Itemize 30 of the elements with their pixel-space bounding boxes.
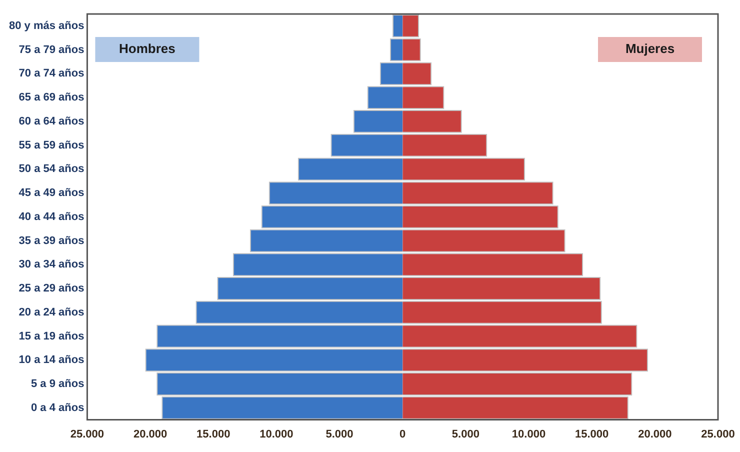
x-tick-label: 15.000 (575, 428, 609, 440)
y-tick-label: 20 a 24 años (18, 306, 84, 318)
y-tick-label: 30 a 34 años (18, 258, 84, 271)
x-tick-label: 20.000 (133, 428, 168, 440)
x-tick-label: 15.000 (196, 428, 230, 440)
y-tick-label: 35 a 39 años (18, 234, 84, 247)
y-tick-label: 5 a 9 años (31, 378, 84, 390)
x-tick-label: 20.000 (638, 428, 672, 440)
y-tick-label: 25 a 29 años (18, 282, 84, 295)
y-tick-label: 55 a 59 años (18, 139, 84, 152)
x-tick-label: 10.000 (260, 428, 294, 440)
x-tick-label: 5.000 (326, 428, 354, 440)
y-tick-label: 60 a 64 años (18, 115, 84, 128)
y-tick-label: 10 a 14 años (18, 354, 84, 366)
x-tick-label: 10.000 (512, 428, 546, 440)
y-tick-label: 0 a 4 años (31, 402, 84, 414)
y-tick-label: 75 a 79 años (18, 44, 84, 56)
y-tick-label: 65 a 69 años (18, 92, 84, 104)
y-tick-label: 45 a 49 años (18, 187, 84, 200)
y-tick-label: 70 a 74 años (18, 68, 84, 80)
y-tick-label: 50 a 54 años (18, 163, 84, 176)
y-tick-label: 40 a 44 años (18, 210, 84, 223)
x-tick-label: 25.000 (70, 428, 104, 440)
text: Hombres (119, 41, 176, 56)
y-tick-label: 15 a 19 años (18, 330, 84, 342)
text: Mujeres (625, 41, 675, 56)
x-tick-label: 25.000 (701, 428, 735, 440)
x-tick-label: 5.000 (452, 428, 480, 440)
y-tick-label: 80 y más años (8, 20, 84, 32)
x-tick-label: 0 (400, 428, 406, 440)
